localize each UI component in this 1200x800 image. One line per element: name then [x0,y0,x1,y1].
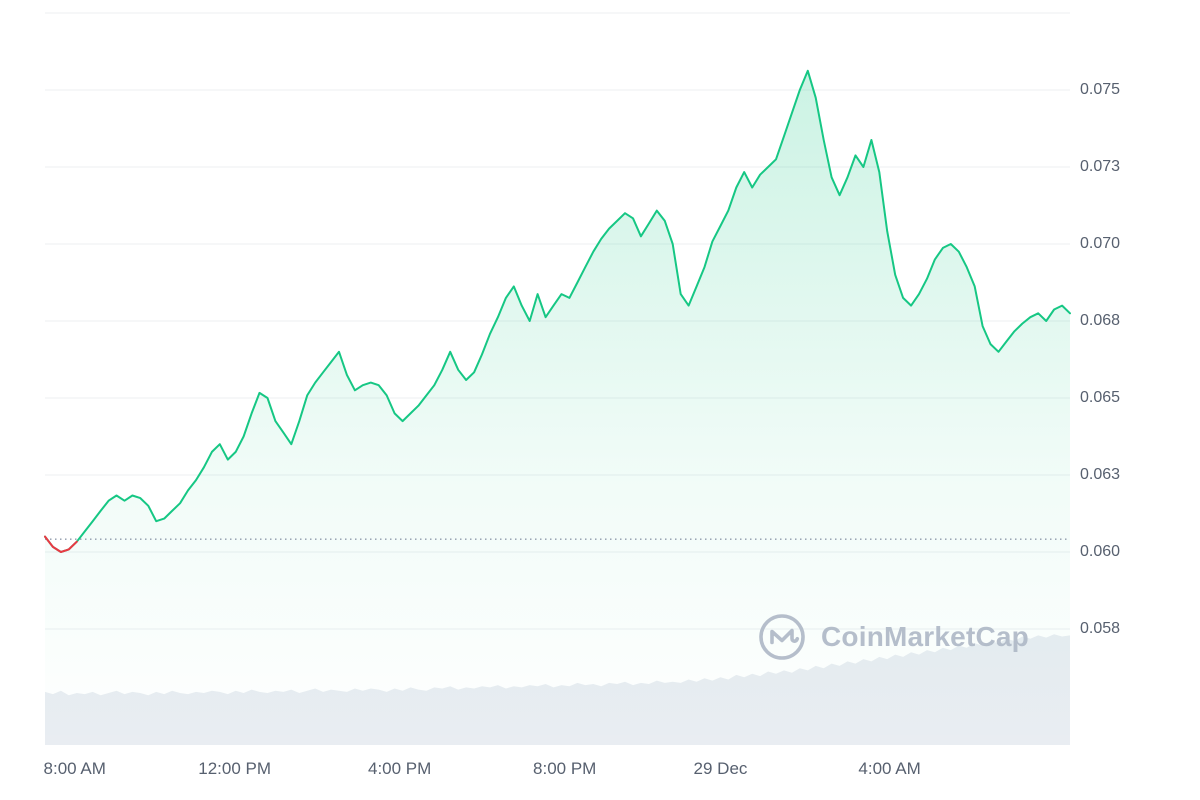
y-axis-label: 0.073 [1080,158,1121,175]
y-axis-label: 0.068 [1080,312,1121,329]
x-axis-label: 4:00 AM [858,759,921,778]
x-axis-label: 4:00 PM [367,759,432,778]
x-axis-label: 12:00 PM [198,759,272,778]
y-axis-label: 0.065 [1080,389,1121,406]
coinmarketcap-logo-icon [759,614,805,660]
y-axis-label: 0.060 [1080,543,1121,560]
y-axis-label: 0.070 [1080,235,1121,252]
watermark: CoinMarketCap [756,611,1029,663]
price-line [44,69,1071,553]
price-area-fill [45,70,1070,746]
x-axis-label: 8:00 PM [533,759,597,778]
x-axis-label: 8:00 AM [43,759,106,778]
y-axis-label: 0.058 [1080,620,1121,637]
watermark-text: CoinMarketCap [821,621,1029,652]
y-axis-label: 0.063 [1080,466,1121,483]
y-axis-label: 0.075 [1080,81,1121,98]
x-axis-label: 29 Dec [693,759,748,778]
price-line-down-segment [44,535,78,553]
